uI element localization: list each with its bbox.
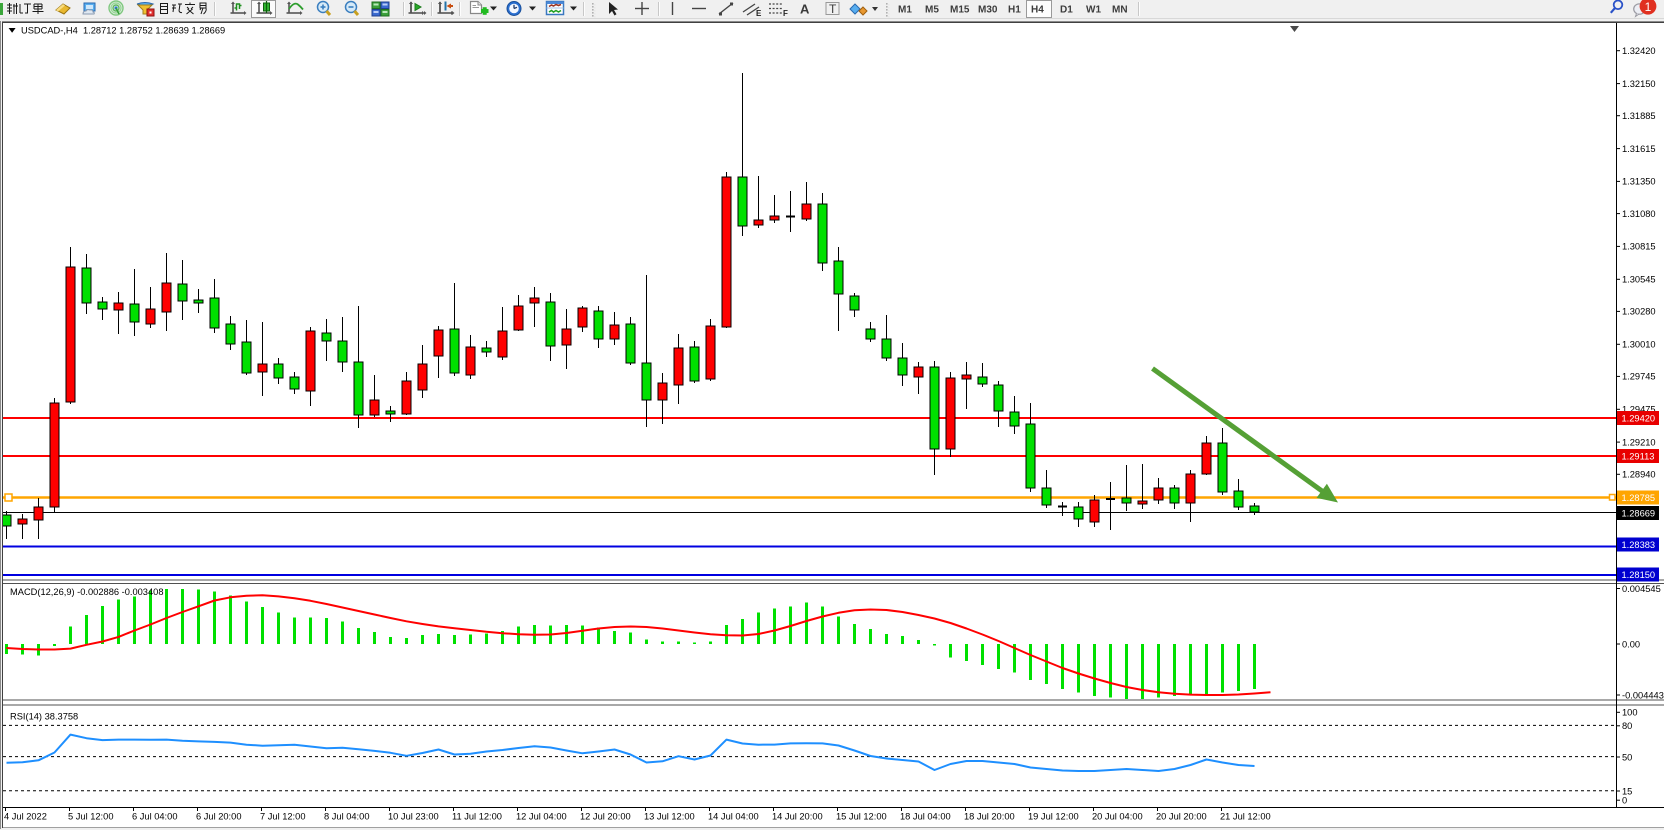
svg-text:1.28785: 1.28785 (1622, 493, 1656, 503)
svg-text:MACD(12,26,9) -0.002886 -0.003: MACD(12,26,9) -0.002886 -0.003408 (10, 587, 164, 597)
svg-text:4 Jul 2022: 4 Jul 2022 (4, 812, 47, 822)
svg-text:1.29210: 1.29210 (1622, 437, 1656, 447)
svg-text:50: 50 (1622, 752, 1632, 762)
svg-text:100: 100 (1622, 708, 1638, 718)
svg-text:0.00: 0.00 (1622, 639, 1640, 649)
svg-text:1.29475: 1.29475 (1622, 405, 1656, 415)
svg-text:H4: H4 (1031, 5, 1044, 16)
svg-text:0: 0 (1622, 796, 1627, 806)
svg-text:1.29420: 1.29420 (1622, 413, 1656, 423)
svg-text:1.30815: 1.30815 (1622, 242, 1656, 252)
svg-text:M30: M30 (978, 5, 998, 16)
svg-text:1.32150: 1.32150 (1622, 79, 1656, 89)
svg-text:1.28940: 1.28940 (1622, 470, 1656, 480)
svg-text:1.31350: 1.31350 (1622, 177, 1656, 187)
svg-text:D1: D1 (1060, 5, 1073, 16)
svg-text:0.004545: 0.004545 (1622, 584, 1661, 594)
svg-text:1.31885: 1.31885 (1622, 111, 1656, 121)
svg-text:19 Jul 12:00: 19 Jul 12:00 (1028, 812, 1079, 822)
svg-text:1.28150: 1.28150 (1622, 570, 1656, 580)
svg-text:1.30280: 1.30280 (1622, 307, 1656, 317)
svg-text:1.30545: 1.30545 (1622, 275, 1656, 285)
svg-text:-0.004443: -0.004443 (1622, 690, 1664, 700)
svg-text:14 Jul 04:00: 14 Jul 04:00 (708, 812, 759, 822)
svg-text:1.29745: 1.29745 (1622, 372, 1656, 382)
svg-text:RSI(14) 38.3758: RSI(14) 38.3758 (10, 712, 78, 722)
svg-text:MN: MN (1112, 5, 1128, 16)
svg-text:5 Jul 12:00: 5 Jul 12:00 (68, 812, 114, 822)
svg-text:21 Jul 12:00: 21 Jul 12:00 (1220, 812, 1271, 822)
svg-text:H1: H1 (1008, 5, 1021, 16)
svg-text:F: F (783, 9, 788, 18)
svg-text:80: 80 (1622, 721, 1632, 731)
svg-text:1.32420: 1.32420 (1622, 46, 1656, 56)
svg-text:USDCAD-,H4 1.28712 1.28752 1.: USDCAD-,H4 1.28712 1.28752 1.28639 1.286… (21, 26, 225, 36)
svg-text:T: T (829, 2, 837, 16)
svg-text:6 Jul 04:00: 6 Jul 04:00 (132, 812, 178, 822)
svg-text:1.31615: 1.31615 (1622, 144, 1656, 154)
svg-text:E: E (756, 9, 762, 18)
svg-text:18 Jul 04:00: 18 Jul 04:00 (900, 812, 951, 822)
svg-text:20 Jul 04:00: 20 Jul 04:00 (1092, 812, 1143, 822)
svg-text:M1: M1 (898, 5, 912, 16)
svg-text:20 Jul 20:00: 20 Jul 20:00 (1156, 812, 1207, 822)
svg-text:1.28669: 1.28669 (1622, 508, 1656, 518)
svg-text:12 Jul 04:00: 12 Jul 04:00 (516, 812, 567, 822)
svg-text:10 Jul 23:00: 10 Jul 23:00 (388, 812, 439, 822)
svg-text:1.28383: 1.28383 (1622, 540, 1656, 550)
svg-text:A: A (800, 2, 810, 17)
svg-text:1: 1 (1645, 0, 1652, 14)
svg-text:6 Jul 20:00: 6 Jul 20:00 (196, 812, 242, 822)
svg-text:8 Jul 04:00: 8 Jul 04:00 (324, 812, 370, 822)
svg-text:15 Jul 12:00: 15 Jul 12:00 (836, 812, 887, 822)
svg-text:12 Jul 20:00: 12 Jul 20:00 (580, 812, 631, 822)
svg-text:M5: M5 (925, 5, 939, 16)
svg-text:M15: M15 (950, 5, 970, 16)
svg-text:1.30010: 1.30010 (1622, 340, 1656, 350)
svg-text:1.29113: 1.29113 (1622, 451, 1655, 461)
svg-text:W1: W1 (1086, 5, 1101, 16)
svg-text:11 Jul 12:00: 11 Jul 12:00 (452, 812, 502, 822)
svg-text:14 Jul 20:00: 14 Jul 20:00 (772, 812, 823, 822)
svg-text:1.31080: 1.31080 (1622, 209, 1656, 219)
svg-text:18 Jul 20:00: 18 Jul 20:00 (964, 812, 1015, 822)
svg-text:13 Jul 12:00: 13 Jul 12:00 (644, 812, 695, 822)
svg-text:15: 15 (1622, 786, 1632, 796)
svg-text:7 Jul 12:00: 7 Jul 12:00 (260, 812, 306, 822)
